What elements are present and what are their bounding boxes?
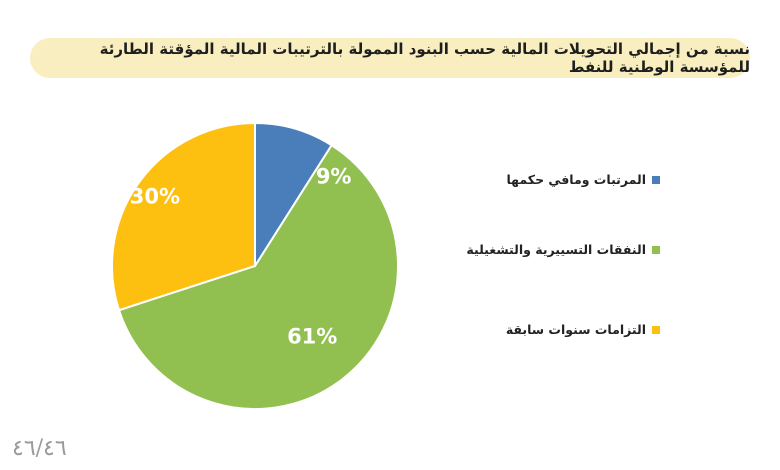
legend-item-salaries: المرتبات ومافي حكمها bbox=[470, 172, 660, 187]
legend-swatch-salaries bbox=[652, 175, 660, 184]
legend-item-operating: النفقات التسييرية والتشغيلية bbox=[466, 242, 660, 257]
legend-label-salaries: المرتبات ومافي حكمها bbox=[506, 172, 646, 187]
legend-label-operating: النفقات التسييرية والتشغيلية bbox=[466, 242, 646, 257]
pie-slice-1 bbox=[117, 143, 399, 410]
pie-data-label-2: 30% bbox=[130, 184, 180, 208]
legend-swatch-operating bbox=[652, 245, 660, 254]
legend: المرتبات ومافي حكمها النفقات التسييرية و… bbox=[466, 0, 670, 470]
chart-title-banner: نسبة من إجمالي التحويلات المالية حسب الب… bbox=[30, 38, 750, 78]
legend-label-previous-years: التزامات سنوات سابقة bbox=[505, 322, 646, 337]
pie-slice-2 bbox=[111, 121, 256, 312]
page-number: ٤٦/٤٦ bbox=[12, 436, 67, 461]
pie-data-label-0: 9% bbox=[316, 164, 352, 188]
pie-data-label-1: 61% bbox=[287, 325, 337, 349]
pie-slice-0 bbox=[254, 121, 334, 270]
chart-title: نسبة من إجمالي التحويلات المالية حسب الب… bbox=[99, 40, 750, 76]
legend-swatch-previous-years bbox=[652, 325, 660, 334]
legend-item-previous-years: التزامات سنوات سابقة bbox=[470, 322, 660, 337]
